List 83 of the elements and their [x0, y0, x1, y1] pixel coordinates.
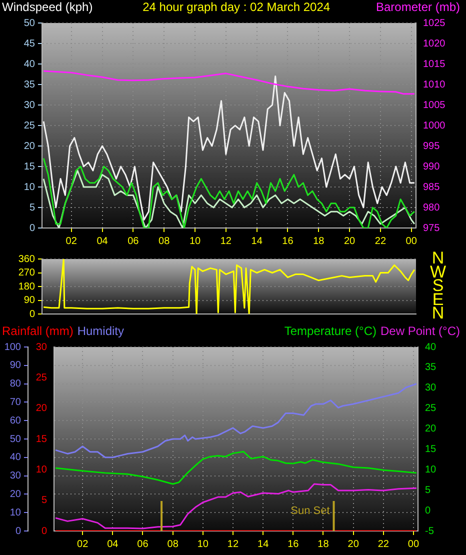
- y3-tick-label: 20: [425, 424, 437, 435]
- text: Rainfall (mm): [2, 324, 74, 338]
- y-tick-label: 0: [29, 222, 36, 234]
- x-tick-label: 20: [344, 236, 356, 247]
- y-tick-label: 10: [24, 182, 36, 193]
- text: Dew Point (°C): [380, 324, 460, 338]
- x-tick-label: 12: [227, 538, 239, 550]
- y2-tick-label: 0: [41, 526, 48, 537]
- x-tick-label: 16: [288, 538, 300, 550]
- y3-tick-label: 25: [425, 403, 437, 414]
- x-tick-label: 14: [258, 538, 270, 550]
- y3-tick-label: 35: [425, 362, 437, 374]
- y-axis-title: Windspeed (kph): [2, 0, 93, 14]
- chart-title: 24 hour graph day : 02 March 2024: [142, 0, 330, 14]
- text: N: [432, 304, 444, 323]
- ref-line-label: Sun Set: [290, 505, 330, 518]
- x-tick-label: 06: [128, 236, 140, 247]
- y2-tick-label: 1000: [423, 120, 446, 132]
- y-tick-label: 5: [29, 202, 36, 214]
- x-tick-label: 16: [282, 236, 294, 247]
- y2-tick-label: 5: [41, 495, 48, 506]
- y-tick-label: 20: [10, 488, 22, 500]
- y3-tick-label: 5: [425, 484, 431, 496]
- y-tick-label: 50: [24, 18, 36, 29]
- x-tick-label: 22: [378, 538, 390, 550]
- y3-tick-label: -5: [425, 526, 434, 537]
- x-tick-label: 08: [158, 236, 170, 247]
- y3-tick-label: 10: [425, 464, 437, 476]
- y2-tick-label: 985: [423, 182, 440, 193]
- y-tick-label: 90: [10, 360, 22, 372]
- x-tick-label: 02: [66, 236, 78, 247]
- y2-tick-label: 1010: [423, 79, 446, 90]
- y2-tick-label: 1025: [423, 18, 446, 29]
- y-tick-label: 25: [24, 120, 36, 132]
- x-tick-label: 10: [197, 538, 209, 550]
- y2-tick-label: 1005: [423, 100, 446, 111]
- y-tick-label: 70: [10, 396, 22, 408]
- x-tick-label: 04: [96, 236, 108, 247]
- y-tick-label: 45: [24, 38, 36, 50]
- y-tick-label: 50: [10, 434, 22, 445]
- y2-tick-label: 990: [423, 161, 440, 172]
- x-tick-label: 20: [348, 538, 360, 550]
- x-tick-label: 00: [408, 538, 420, 550]
- y-tick-label: 0: [15, 526, 22, 537]
- y2-tick-label: 1020: [423, 38, 446, 50]
- y2-tick-label: 975: [423, 222, 440, 234]
- x-tick-label: 06: [137, 538, 149, 550]
- y-tick-label: 180: [18, 281, 36, 292]
- y-tick-label: 270: [18, 268, 36, 278]
- y3-tick-label: 40: [425, 342, 437, 353]
- text: Humidity: [77, 324, 124, 338]
- y-tick-label: 40: [10, 452, 22, 464]
- y-tick-label: 360: [18, 254, 36, 265]
- x-tick-label: 02: [77, 538, 89, 550]
- y2-tick-label: 995: [423, 140, 440, 152]
- y-tick-label: 80: [10, 378, 22, 390]
- x-tick-label: 18: [318, 538, 330, 550]
- y2-axis-title: Barometer (mb): [376, 0, 460, 14]
- x-tick-label: 12: [220, 236, 232, 247]
- x-tick-label: 22: [374, 236, 386, 247]
- y-tick-label: 30: [24, 100, 36, 111]
- x-tick-label: 04: [107, 538, 119, 550]
- y2-tick-label: 1015: [423, 58, 446, 70]
- y2-tick-label: 980: [423, 202, 440, 214]
- x-tick-label: 00: [406, 236, 418, 247]
- x-tick-label: 10: [189, 236, 201, 247]
- y3-tick-label: 0: [425, 505, 431, 516]
- y-tick-label: 15: [24, 161, 36, 172]
- y-tick-label: 40: [24, 58, 36, 70]
- y-tick-label: 30: [10, 470, 22, 482]
- x-tick-label: 18: [313, 236, 325, 247]
- y-tick-label: 0: [29, 308, 36, 320]
- x-tick-label: 08: [167, 538, 179, 550]
- x-tick-label: 14: [251, 236, 263, 247]
- y-tick-label: 10: [10, 507, 22, 518]
- y3-tick-label: 15: [425, 444, 437, 455]
- y-tick-label: 90: [24, 295, 36, 306]
- y-tick-label: 20: [24, 140, 36, 152]
- y-tick-label: 60: [10, 415, 22, 426]
- y-tick-label: 100: [4, 342, 22, 353]
- y-tick-label: 35: [24, 79, 36, 90]
- y3-tick-label: 30: [425, 382, 437, 394]
- text: Temperature (°C): [284, 324, 376, 338]
